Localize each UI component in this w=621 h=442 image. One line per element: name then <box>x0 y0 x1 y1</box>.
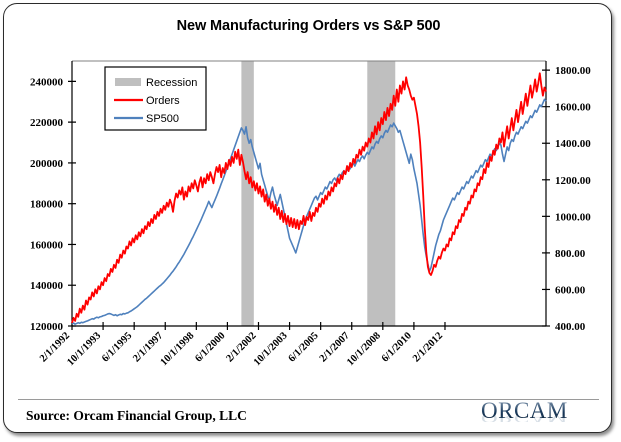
series-line-sp500 <box>71 98 547 325</box>
orcam-logo-reflection: ORCAM <box>481 415 597 422</box>
recession-band <box>241 61 254 326</box>
legend-box <box>104 66 207 131</box>
left-axis-tick-label: 140000 <box>30 280 64 292</box>
left-axis-tick-label: 180000 <box>30 199 64 211</box>
chart-svg: 120000 140000 160000 180000 200000 220000 2400… <box>30 60 591 368</box>
plot-area: 120000 140000 160000 180000 200000 220000 2400… <box>4 4 611 394</box>
series-line-orders <box>71 72 547 324</box>
right-axis-tick-label: 1800.00 <box>555 65 591 77</box>
legend-label-recession: Recession <box>146 77 197 89</box>
x-axis-tick-label: 2/1/2012 <box>411 330 445 364</box>
chart-card: New Manufacturing Orders vs S&P 500 1200… <box>3 3 612 433</box>
orcam-logo-text: ORCAM <box>481 399 597 422</box>
x-axis-tick-label: 6/1/1995 <box>100 330 134 364</box>
x-axis-tick-label: 6/1/2005 <box>287 330 321 364</box>
x-axis-tick-label: 10/1/1998 <box>159 330 197 368</box>
footer-divider <box>18 399 599 400</box>
right-axis-tick-label: 1200.00 <box>555 175 591 187</box>
left-axis-tick-label: 240000 <box>30 76 64 88</box>
legend-swatch-recession <box>115 78 141 86</box>
right-axis-tick-label: 1600.00 <box>555 102 591 114</box>
right-axis-tick-label: 1000.00 <box>555 211 591 223</box>
left-axis-tick-label: 120000 <box>30 321 64 333</box>
left-axis-tick-label: 200000 <box>30 158 64 170</box>
left-axis-tick-label: 160000 <box>30 239 64 251</box>
left-axis-tick-label: 220000 <box>30 117 64 129</box>
x-axis-tick-label: 6/1/2010 <box>380 330 414 364</box>
x-axis-tick-label: 10/1/1993 <box>65 330 103 368</box>
right-axis-tick-label: 1400.00 <box>555 138 591 150</box>
legend-label-sp500: SP500 <box>146 113 179 125</box>
x-axis-tick-label: 10/1/2003 <box>252 330 290 368</box>
right-axis-tick-label: 600.00 <box>555 284 586 296</box>
right-axis-tick-label: 800.00 <box>555 248 586 260</box>
recession-band <box>367 61 396 326</box>
right-axis-tick-label: 400.00 <box>555 321 586 333</box>
x-axis-tick-label: 10/1/2008 <box>345 330 383 368</box>
x-axis-tick-label: 6/1/2000 <box>193 330 227 364</box>
orcam-logo: ORCAM ORCAM <box>481 399 597 432</box>
source-caption: Source: Orcam Financial Group, LLC <box>26 408 247 423</box>
chart-title: New Manufacturing Orders vs S&P 500 <box>176 18 441 34</box>
legend-label-orders: Orders <box>146 95 180 107</box>
